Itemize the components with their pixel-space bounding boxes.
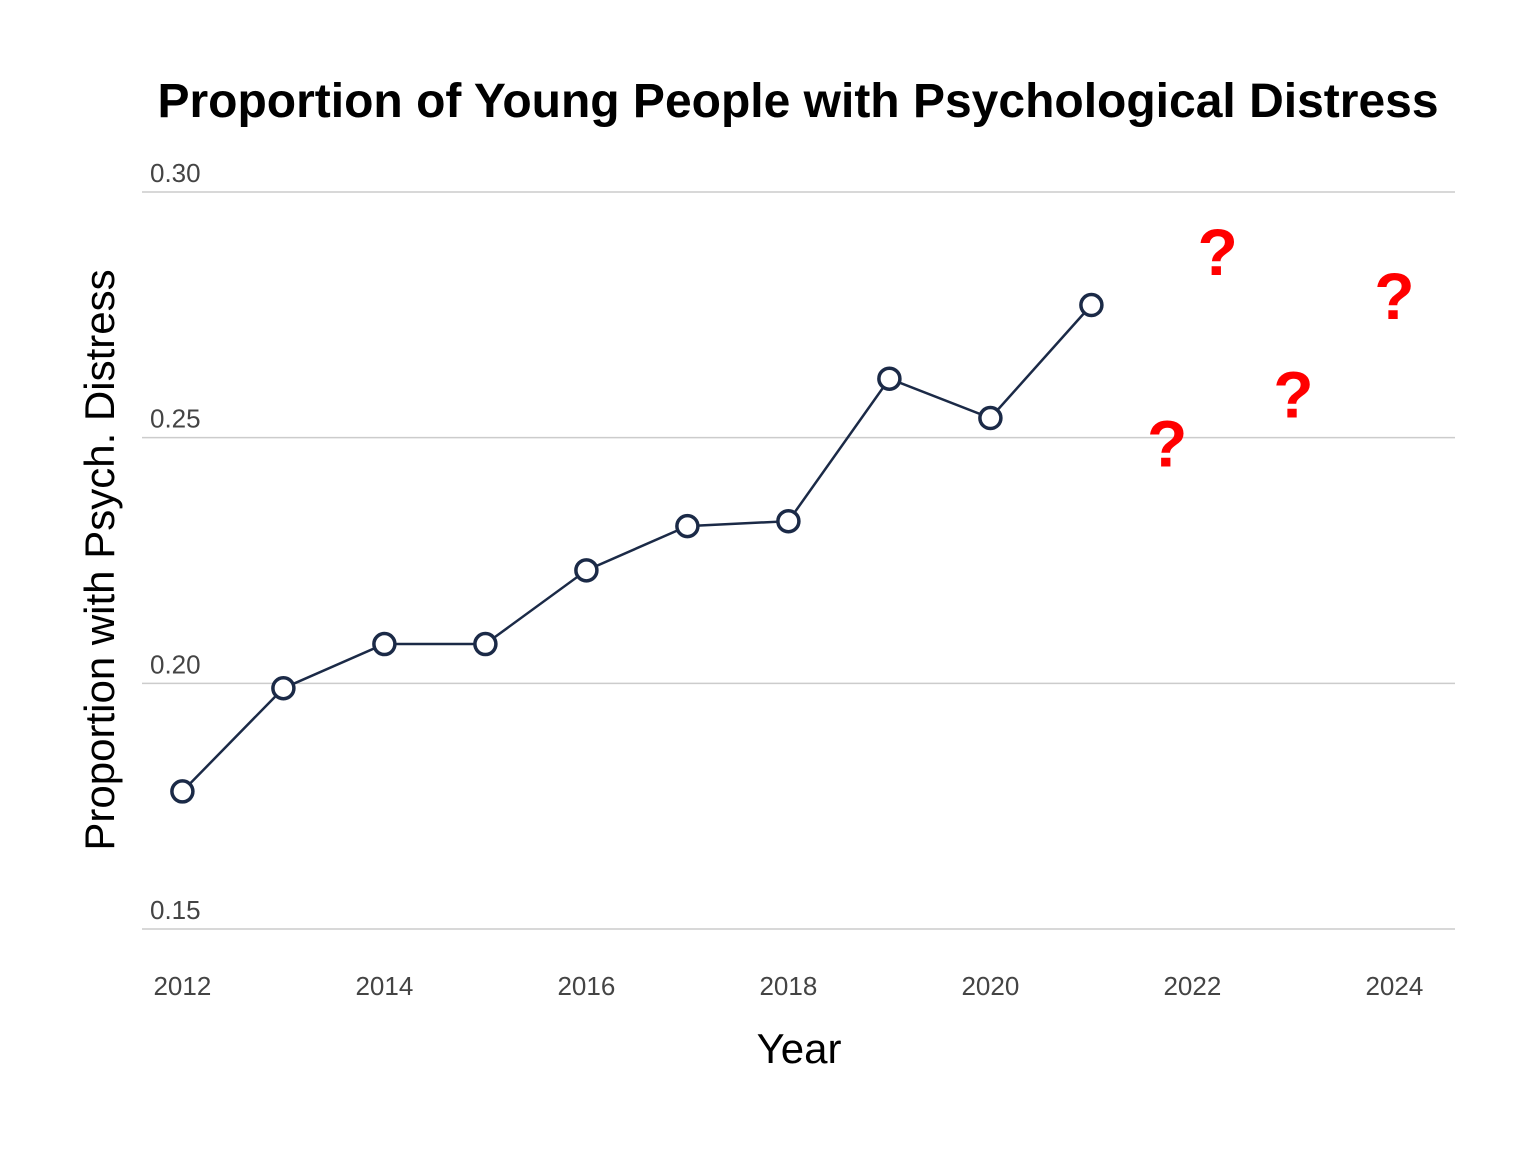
x-tick-label: 2016: [557, 971, 615, 1001]
data-point: [776, 508, 801, 534]
data-point: [574, 558, 599, 583]
chart-title: Proportion of Young People with Psycholo…: [157, 75, 1438, 128]
x-tick-label: 2022: [1163, 971, 1221, 1001]
y-tick-labels: 0.15 0.20 0.25 0.30: [150, 158, 201, 925]
series: [170, 292, 1104, 804]
x-tick-label: 2018: [759, 971, 817, 1001]
question-mark-annotation: ?: [1273, 357, 1313, 431]
data-point: [372, 631, 397, 657]
y-tick-label: 0.30: [150, 158, 201, 188]
series-line: [181, 304, 1093, 793]
data-point: [877, 366, 902, 391]
x-axis-label: Year: [757, 1025, 842, 1072]
question-mark-annotation: ?: [1147, 407, 1187, 481]
data-point: [1079, 292, 1104, 318]
x-tick-labels: 2012 2014 2016 2018 2020 2022 2024: [153, 971, 1423, 1001]
y-tick-label: 0.20: [150, 649, 201, 679]
data-point: [978, 405, 1003, 431]
data-point: [473, 631, 498, 657]
y-tick-label: 0.25: [150, 404, 201, 434]
data-point: [170, 779, 195, 804]
question-mark-annotation: ?: [1197, 215, 1237, 289]
x-tick-label: 2024: [1365, 971, 1423, 1001]
annotations: ????: [1147, 215, 1415, 481]
question-mark-annotation: ?: [1374, 259, 1414, 333]
x-tick-label: 2012: [153, 971, 211, 1001]
x-tick-label: 2020: [961, 971, 1019, 1001]
data-point: [271, 675, 296, 701]
y-axis-label: Proportion with Psych. Distress: [76, 269, 123, 850]
data-point: [675, 513, 700, 539]
y-tick-label: 0.15: [150, 895, 201, 925]
gridlines: [142, 191, 1455, 930]
x-tick-label: 2014: [355, 971, 413, 1001]
